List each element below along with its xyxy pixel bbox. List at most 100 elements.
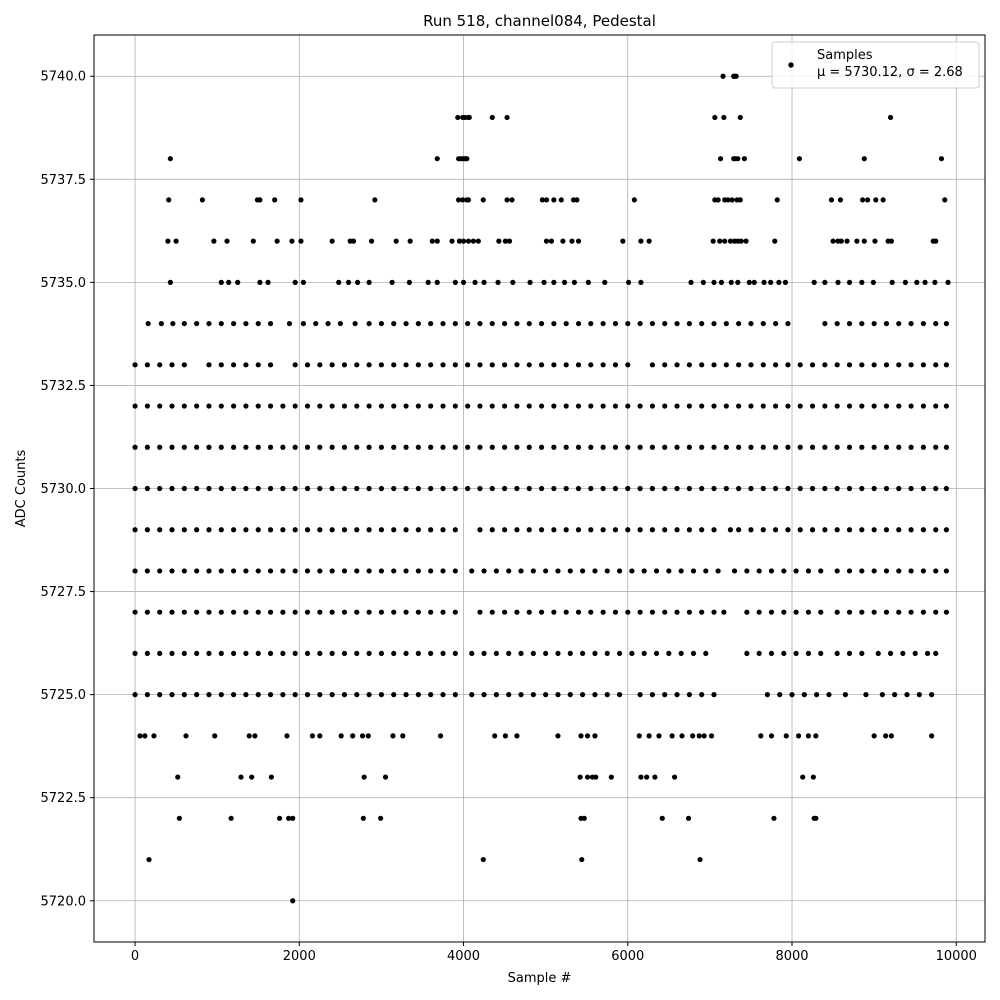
data-point [132,568,138,574]
data-point [822,279,828,285]
data-point [772,238,778,244]
data-point [541,279,547,285]
data-point [760,362,766,368]
data-point [883,485,890,492]
data-point [231,485,237,492]
data-point [181,362,187,368]
data-point [378,485,385,492]
data-point [226,279,232,285]
data-point [563,527,569,533]
data-point [575,527,582,533]
data-point [943,609,950,615]
data-point [440,362,446,368]
data-point [920,444,927,450]
data-point [592,733,598,739]
data-point [477,403,483,409]
data-point [746,279,752,285]
data-point [818,650,824,657]
data-point [157,568,163,574]
data-point [768,733,775,739]
data-point [551,609,557,615]
x-tick-label: 10000 [936,949,977,964]
data-point [859,403,865,409]
y-tick-label: 5725.0 [41,688,87,703]
data-point [428,444,434,450]
data-point [194,444,200,450]
data-point [489,403,495,409]
data-point [317,568,323,574]
data-point [391,650,397,657]
data-point [785,444,791,450]
data-point [514,403,520,409]
data-point [699,527,705,533]
data-point [729,197,735,203]
data-point [883,362,890,368]
data-point [721,114,727,121]
data-point [341,444,348,450]
data-point [699,444,705,450]
data-point [604,568,610,574]
data-point [354,403,360,409]
data-point [638,774,644,780]
data-point [543,650,549,657]
data-point [555,568,561,574]
data-point [908,444,914,450]
data-point [772,403,779,409]
data-point [173,238,179,244]
data-point [132,650,138,657]
data-point [846,485,853,492]
data-point [563,609,569,615]
data-point [366,403,372,409]
data-point [723,403,729,409]
data-point [274,238,280,244]
data-point [502,238,509,244]
data-point [810,774,816,780]
data-point [871,485,877,492]
data-point [764,692,770,698]
data-point [194,568,200,574]
data-point [772,320,779,327]
data-point [472,279,478,285]
data-point [678,650,684,657]
data-point [243,568,249,574]
data-point [826,692,832,698]
data-point [637,320,643,327]
data-point [625,444,631,450]
data-point [612,485,619,492]
data-point [365,733,371,739]
data-point [818,609,824,615]
data-point [933,527,939,533]
data-point [181,609,187,615]
data-point [538,527,545,533]
data-point [286,320,293,327]
data-point [415,485,421,492]
data-point [575,362,582,368]
data-point [157,403,163,409]
data-point [822,485,828,492]
data-point [243,527,249,533]
data-point [943,444,950,450]
data-point [809,444,816,450]
data-point [908,527,914,533]
data-point [157,609,163,615]
data-point [772,362,779,368]
data-point [481,692,487,698]
data-point [428,568,434,574]
data-point [772,485,779,492]
data-point [809,403,816,409]
data-point [166,197,172,203]
data-point [771,815,777,821]
data-point [440,568,446,574]
data-point [723,444,729,450]
data-point [721,609,727,615]
data-point [292,362,298,368]
data-point [290,815,296,821]
data-point [415,609,421,615]
data-points [132,73,951,904]
data-point [502,444,508,450]
data-point [341,527,348,533]
data-point [796,156,803,162]
data-point [255,609,261,615]
data-point [465,485,471,492]
